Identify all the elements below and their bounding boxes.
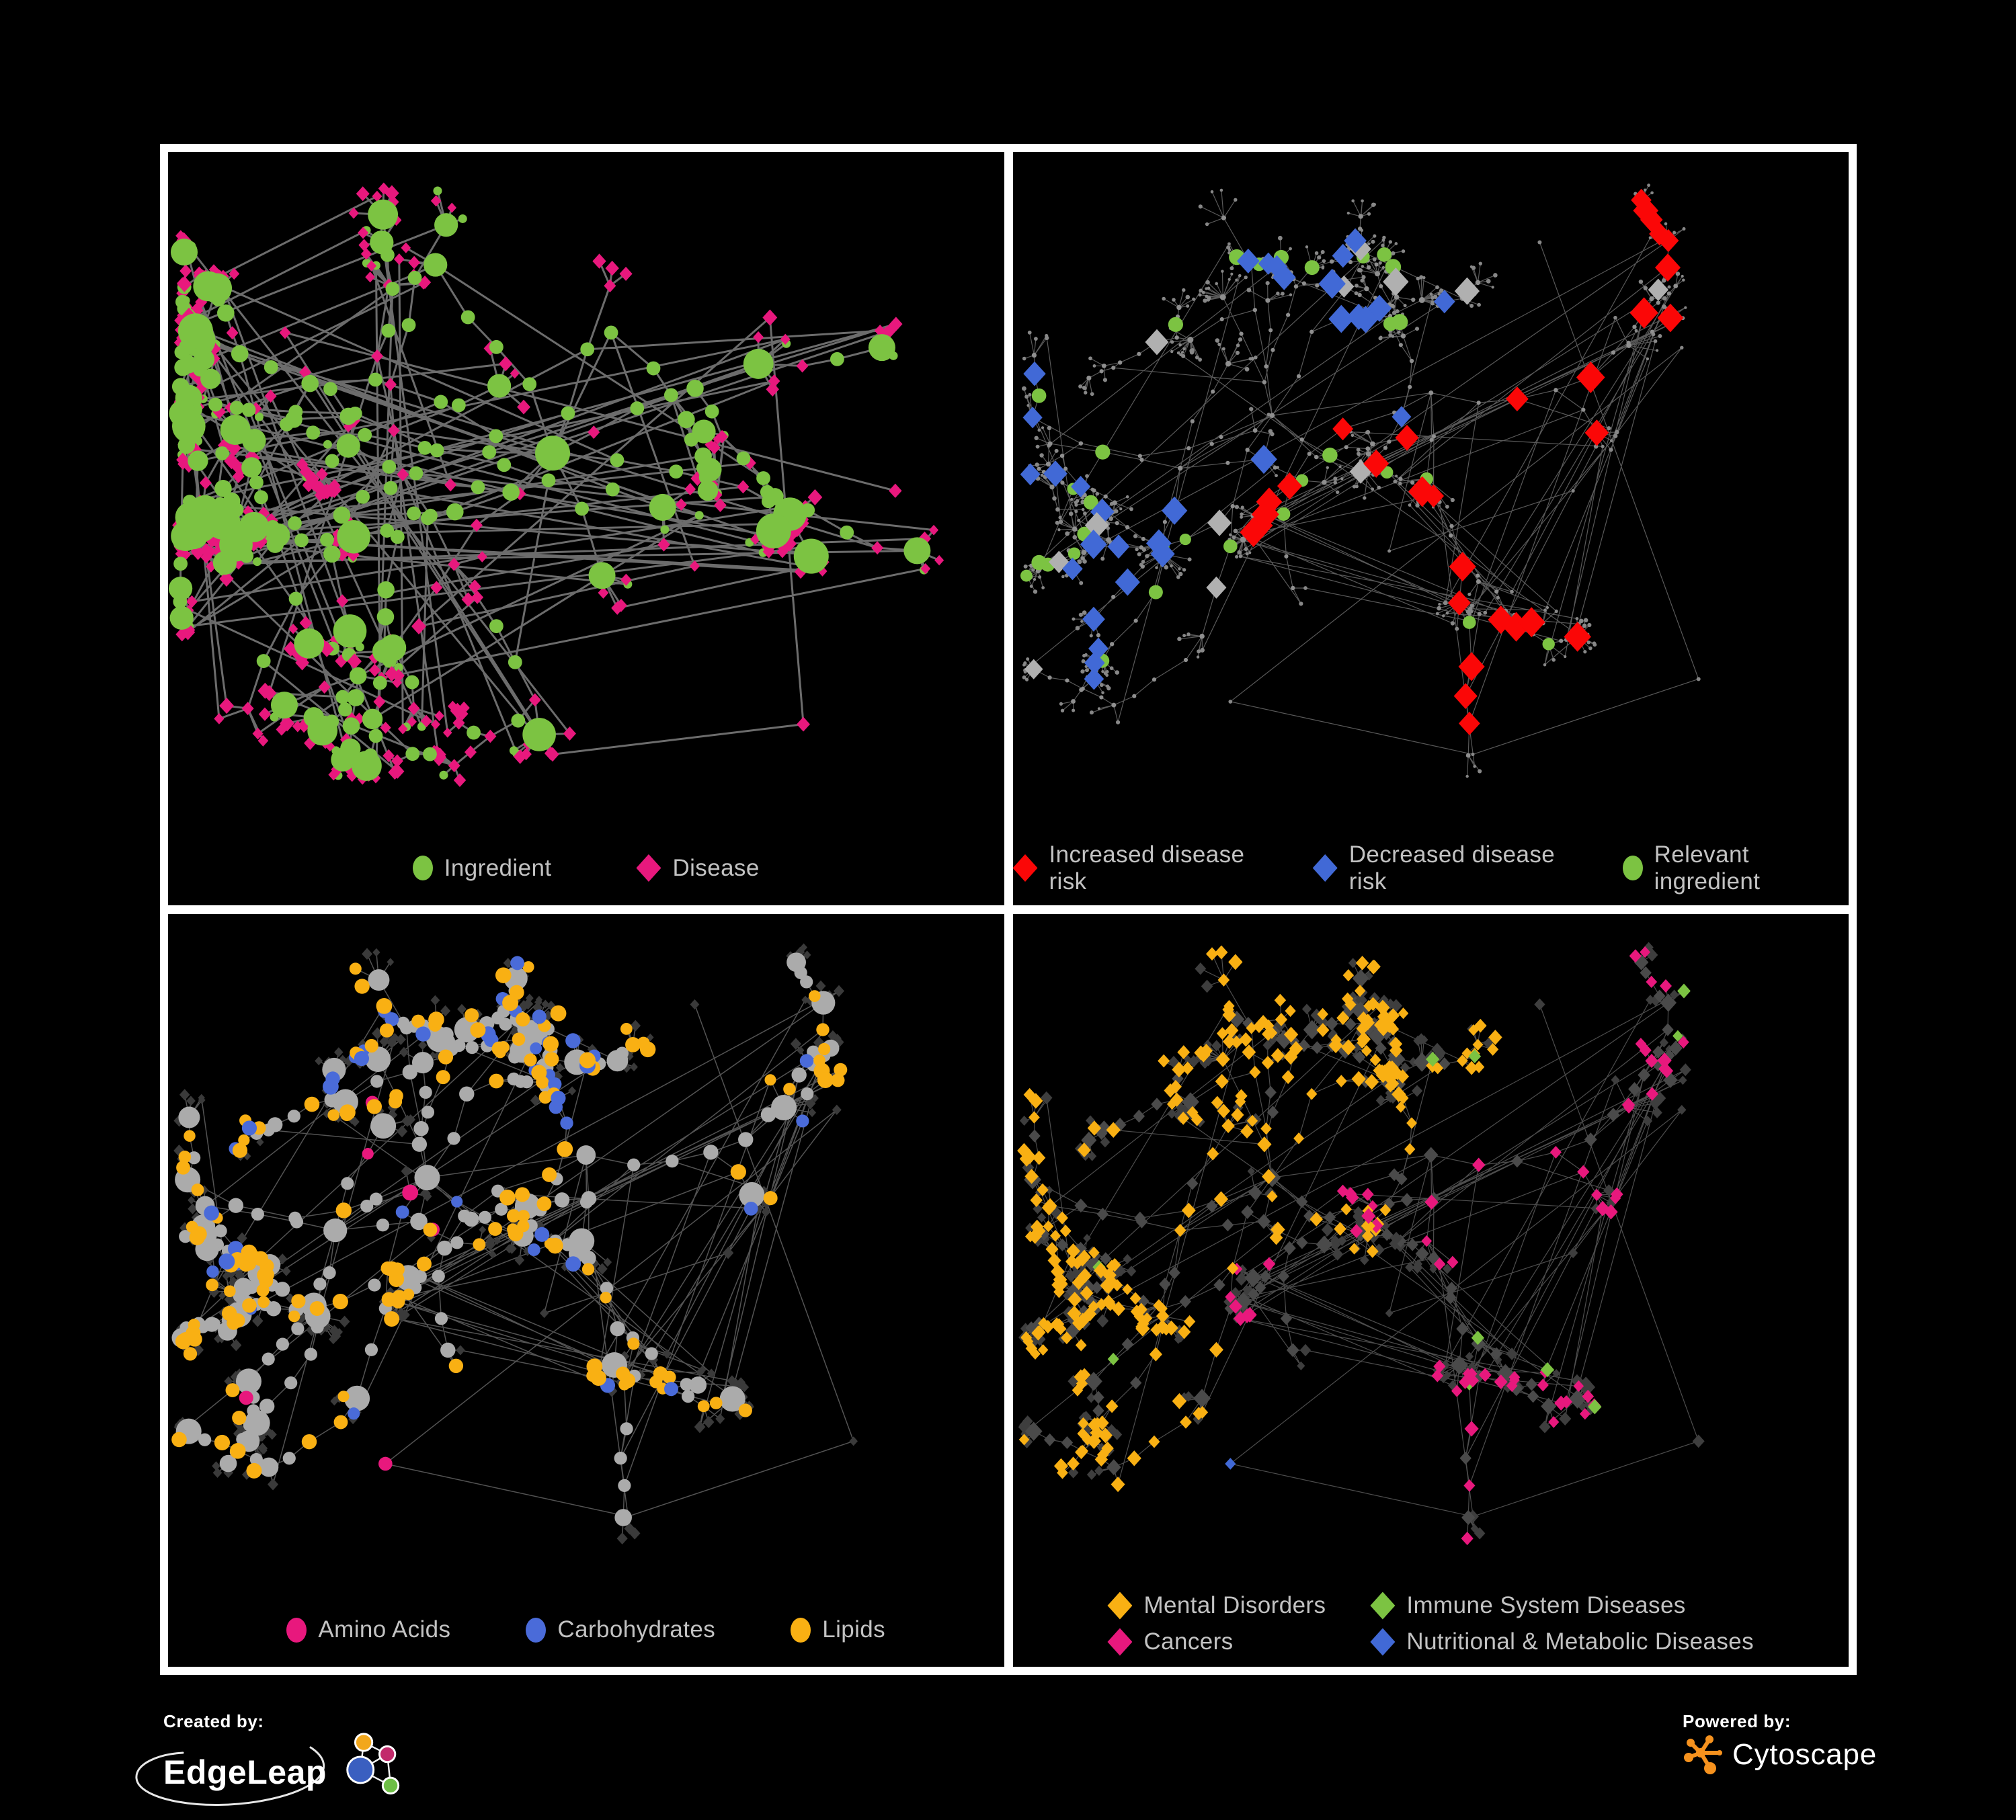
legend-label: Immune System Diseases [1406,1592,1686,1618]
nutrient-class-legend: Amino Acids Carbohydrates Lipids [168,1616,1004,1644]
powered-by-label: Powered by: [1683,1711,1791,1731]
panel-disease-risk: Increased disease risk Decreased disease… [1012,152,1849,905]
mental-disorders-marker-icon [1107,1591,1133,1620]
legend-item-disease: Disease [636,854,759,882]
legend-item-increased-risk: Increased disease risk [1012,841,1274,895]
disease-risk-network-canvas [1020,183,1701,778]
disease-marker-icon [636,854,661,882]
cytoscape-brand-row: Cytoscape [1683,1735,1877,1775]
legend-label: Nutritional & Metabolic Diseases [1406,1628,1755,1655]
cytoscape-wordmark: Cytoscape [1732,1738,1878,1771]
nutrient-class-network-canvas [171,943,858,1544]
immune-system-diseases-marker-icon [1370,1591,1396,1620]
edgeleap-credit: Created by: EdgeLeap [163,1711,402,1810]
legend-item-amino-acids: Amino Acids [286,1616,450,1644]
panels-frame: Ingredient Disease Increased disease ris… [160,144,1857,1675]
legend-label: Disease [672,854,760,881]
carbohydrates-marker-icon [526,1617,547,1643]
legend-label: Mental Disorders [1143,1592,1326,1618]
legend-label: Increased disease risk [1049,841,1245,895]
decreased-risk-marker-icon [1312,854,1338,882]
nutritional-metabolic-marker-icon [1370,1628,1396,1656]
legend-item-decreased-risk: Decreased disease risk [1312,841,1584,895]
disease-class-legend: Mental Disorders Immune System Diseases … [1013,1591,1849,1656]
legend-label: Carbohydrates [557,1616,716,1643]
disease-risk-legend: Increased disease risk Decreased disease… [1012,841,1849,895]
legend-item-carbohydrates: Carbohydrates [526,1616,715,1644]
legend-label: Amino Acids [318,1616,451,1643]
legend-label: Relevant ingredient [1654,841,1761,895]
edgeleap-logo-icon [346,1733,400,1794]
lipids-marker-icon [791,1617,811,1643]
legend-item-relevant-ingredient: Relevant ingredient [1622,841,1849,895]
cytoscape-logo-icon [1684,1735,1722,1774]
legend-item-mental-disorders: Mental Disorders [1107,1591,1326,1620]
panel-disease-classes: Mental Disorders Immune System Diseases … [1012,913,1849,1667]
legend-item-lipids: Lipids [791,1616,885,1644]
legend-label: Ingredient [444,854,552,881]
edgeleap-brand-row: EdgeLeap [163,1733,402,1810]
amino-acids-marker-icon [286,1617,307,1643]
legend-item-cancers: Cancers [1107,1628,1326,1656]
legend-item-nutritional-metabolic-diseases: Nutritional & Metabolic Diseases [1370,1628,1754,1656]
created-by-label: Created by: [163,1711,264,1731]
relevant-ingredient-marker-icon [1622,856,1643,880]
panel-ingredient-disease: Ingredient Disease [168,152,1004,905]
legend-label: Lipids [822,1616,886,1643]
ingredient-disease-network-canvas [169,182,944,788]
legend-label: Decreased disease risk [1348,841,1556,895]
disease-class-network-canvas [1016,942,1705,1545]
legend-item-immune-system-diseases: Immune System Diseases [1370,1591,1754,1620]
edgeleap-wordmark: EdgeLeap [163,1753,327,1791]
ingredient-marker-icon [412,856,433,880]
cytoscape-credit: Powered by: Cytoscape [1683,1711,1877,1775]
increased-risk-marker-icon [1012,854,1038,882]
ingredient-disease-legend: Ingredient Disease [168,854,1004,882]
panel-nutrient-classes: Amino Acids Carbohydrates Lipids [168,913,1004,1667]
cancers-marker-icon [1107,1628,1133,1656]
legend-label: Cancers [1143,1628,1234,1655]
legend-item-ingredient: Ingredient [412,854,552,882]
